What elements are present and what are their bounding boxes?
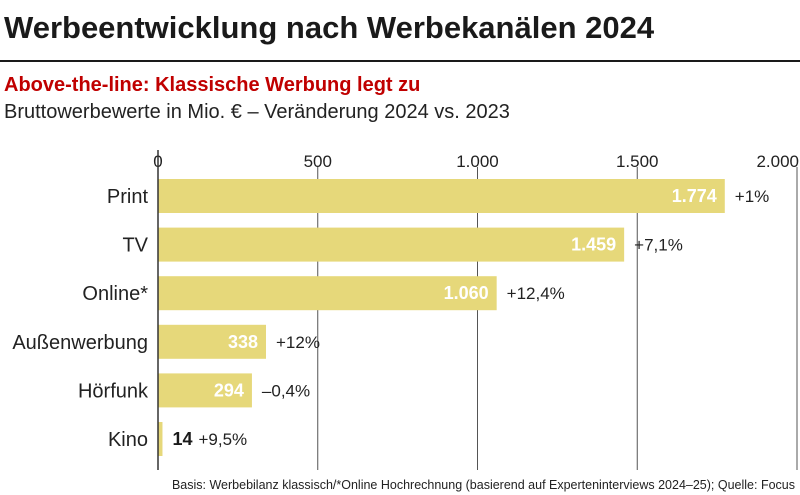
tick-label: 2.000 xyxy=(756,152,799,171)
category-label: Außenwerbung xyxy=(12,332,148,354)
tick-label: 1.500 xyxy=(616,152,659,171)
category-label: TV xyxy=(122,235,148,257)
change-label: –0,4% xyxy=(262,381,310,400)
footnote: Basis: Werbebilanz klassisch/*Online Hoc… xyxy=(171,478,795,492)
category-label: Hörfunk xyxy=(78,380,149,402)
chart-subtitle: Above-the-line: Klassische Werbung legt … xyxy=(4,74,421,96)
change-label: +12% xyxy=(276,333,320,352)
chart-title: Werbeentwicklung nach Werbekanälen 2024 xyxy=(4,10,655,45)
change-label: +9,5% xyxy=(198,430,247,449)
value-label: 338 xyxy=(228,332,258,352)
category-label: Kino xyxy=(108,429,148,451)
change-label: +12,4% xyxy=(507,284,565,303)
chart-subtitle-2: Bruttowerbewerte in Mio. € – Veränderung… xyxy=(4,101,510,123)
bar xyxy=(158,227,625,262)
tick-label: 1.000 xyxy=(456,152,499,171)
bar xyxy=(158,373,252,408)
value-label: 14 xyxy=(172,429,192,449)
change-label: +7,1% xyxy=(634,236,683,255)
bar xyxy=(158,324,266,359)
bar xyxy=(158,179,725,213)
category-label: Online* xyxy=(82,283,148,305)
change-label: +1% xyxy=(735,187,770,206)
bar xyxy=(158,422,163,456)
tick-label: 500 xyxy=(304,152,332,171)
bar xyxy=(158,276,497,311)
value-label: 1.459 xyxy=(571,235,616,255)
category-label: Print xyxy=(107,186,149,208)
title-rule xyxy=(0,60,800,62)
value-label: 1.060 xyxy=(444,283,489,303)
value-label: 1.774 xyxy=(672,186,717,206)
value-label: 294 xyxy=(214,380,244,400)
